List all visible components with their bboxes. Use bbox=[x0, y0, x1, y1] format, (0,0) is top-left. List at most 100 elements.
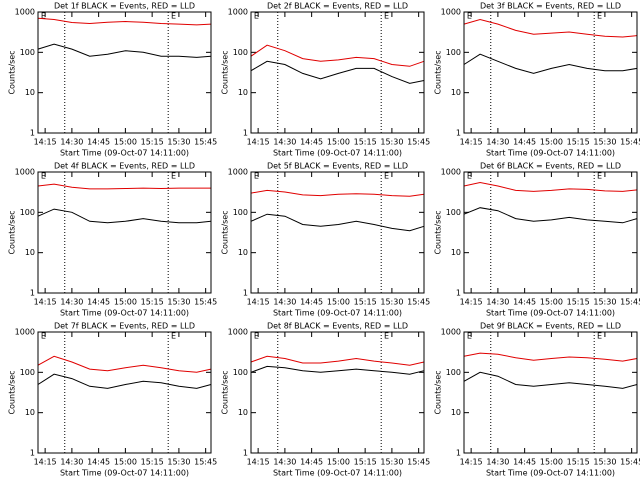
x-tick-label: 15:15 bbox=[141, 138, 164, 147]
annotation: E bbox=[41, 172, 46, 181]
annotation: E bbox=[597, 332, 602, 341]
annotation: E bbox=[171, 12, 176, 21]
panel: Det 6f BLACK = Events, RED = LLD Counts/s… bbox=[434, 162, 640, 318]
annotation: E bbox=[254, 12, 259, 21]
plot-frame bbox=[37, 171, 212, 294]
annotation: E bbox=[467, 332, 472, 341]
x-tick-label: 15:15 bbox=[141, 458, 164, 467]
y-axis-label: Counts/sec bbox=[434, 50, 443, 94]
x-tick-label: 15:45 bbox=[407, 138, 430, 147]
x-tick-label: 14:30 bbox=[273, 138, 296, 147]
plot-frame bbox=[463, 331, 638, 454]
y-tick-label: 100 bbox=[446, 368, 461, 377]
x-tick-label: 15:30 bbox=[593, 138, 616, 147]
y-tick-label: 10 bbox=[451, 408, 461, 417]
y-tick-label: 10 bbox=[25, 248, 35, 257]
y-tick-label: 1 bbox=[30, 449, 35, 458]
annotation: E bbox=[384, 332, 389, 341]
x-tick-label: 14:15 bbox=[460, 138, 483, 147]
x-tick-label: 14:45 bbox=[87, 138, 110, 147]
x-axis-label: Start Time (09-Oct-07 14:11:00) bbox=[60, 469, 189, 478]
y-axis-label: Counts/sec bbox=[434, 370, 443, 414]
annotation: E bbox=[254, 172, 259, 181]
y-tick-label: 10 bbox=[238, 408, 248, 417]
y-tick-label: 1 bbox=[243, 129, 248, 138]
annotation: E bbox=[41, 332, 46, 341]
y-axis-label: Counts/sec bbox=[221, 370, 230, 414]
x-tick-label: 14:15 bbox=[247, 458, 270, 467]
x-tick-label: 14:45 bbox=[513, 298, 536, 307]
series-line bbox=[37, 183, 211, 190]
x-tick-label: 15:15 bbox=[354, 458, 377, 467]
panel: Det 4f BLACK = Events, RED = LLD Counts/s… bbox=[8, 162, 218, 318]
x-tick-label: 15:15 bbox=[567, 138, 590, 147]
x-axis-label: Start Time (09-Oct-07 14:11:00) bbox=[486, 149, 615, 158]
series-line bbox=[463, 18, 638, 38]
y-tick-label: 100 bbox=[20, 208, 35, 217]
chart-title: Det 6f BLACK = Events, RED = LLD bbox=[480, 162, 621, 171]
x-tick-label: 14:45 bbox=[513, 458, 536, 467]
x-tick-label: 14:30 bbox=[273, 458, 296, 467]
y-tick-label: 1 bbox=[30, 289, 35, 298]
x-tick-label: 15:00 bbox=[114, 138, 137, 147]
x-tick-label: 15:30 bbox=[593, 458, 616, 467]
panel: Det 3f BLACK = Events, RED = LLD Counts/s… bbox=[434, 2, 640, 158]
x-tick-label: 15:45 bbox=[194, 138, 217, 147]
chart-title: Det 8f BLACK = Events, RED = LLD bbox=[267, 322, 408, 331]
x-tick-label: 15:15 bbox=[354, 298, 377, 307]
plot-frame bbox=[37, 331, 212, 454]
chart-title: Det 3f BLACK = Events, RED = LLD bbox=[480, 2, 621, 11]
x-tick-label: 15:00 bbox=[540, 138, 563, 147]
x-tick-label: 15:30 bbox=[380, 458, 403, 467]
x-tick-label: 14:45 bbox=[300, 138, 323, 147]
series-line bbox=[37, 17, 212, 26]
x-tick-label: 14:15 bbox=[460, 458, 483, 467]
y-axis-label: Counts/sec bbox=[8, 370, 17, 414]
y-tick-label: 100 bbox=[446, 208, 461, 217]
x-axis-label: Start Time (09-Oct-07 14:11:00) bbox=[273, 149, 402, 158]
series-line bbox=[37, 373, 212, 389]
y-tick-label: 10 bbox=[238, 88, 248, 97]
annotation: E bbox=[597, 12, 602, 21]
panel: Det 5f BLACK = Events, RED = LLD Counts/s… bbox=[221, 162, 431, 318]
x-tick-label: 15:00 bbox=[327, 298, 350, 307]
plot-frame bbox=[250, 331, 425, 454]
x-tick-label: 14:15 bbox=[34, 458, 57, 467]
x-axis-label: Start Time (09-Oct-07 14:11:00) bbox=[273, 469, 402, 478]
y-axis-label: Counts/sec bbox=[221, 210, 230, 254]
x-axis-label: Start Time (09-Oct-07 14:11:00) bbox=[486, 309, 615, 318]
x-tick-label: 15:00 bbox=[327, 458, 350, 467]
series-line bbox=[463, 207, 638, 224]
x-tick-label: 14:15 bbox=[247, 298, 270, 307]
panel: Det 9f BLACK = Events, RED = LLD Counts/s… bbox=[434, 322, 640, 478]
x-axis-label: Start Time (09-Oct-07 14:11:00) bbox=[273, 309, 402, 318]
plot-frame bbox=[37, 11, 212, 134]
x-tick-label: 14:45 bbox=[300, 298, 323, 307]
x-tick-label: 14:30 bbox=[486, 458, 509, 467]
x-tick-label: 15:30 bbox=[167, 138, 190, 147]
x-tick-label: 14:30 bbox=[60, 138, 83, 147]
x-tick-label: 15:30 bbox=[380, 138, 403, 147]
annotation: E bbox=[467, 172, 472, 181]
plot-frame bbox=[463, 171, 638, 294]
y-tick-label: 1000 bbox=[441, 328, 461, 337]
y-tick-label: 1 bbox=[456, 129, 461, 138]
series-line bbox=[250, 365, 425, 375]
y-tick-label: 10 bbox=[238, 248, 248, 257]
x-tick-label: 15:00 bbox=[114, 298, 137, 307]
y-tick-label: 10 bbox=[25, 88, 35, 97]
x-tick-label: 14:45 bbox=[87, 458, 110, 467]
y-tick-label: 1 bbox=[456, 289, 461, 298]
x-tick-label: 14:30 bbox=[273, 298, 296, 307]
x-tick-label: 14:45 bbox=[87, 298, 110, 307]
x-tick-label: 14:45 bbox=[300, 458, 323, 467]
annotation: E bbox=[171, 332, 176, 341]
y-tick-label: 100 bbox=[20, 368, 35, 377]
panel: Det 2f BLACK = Events, RED = LLD Counts/s… bbox=[221, 2, 431, 158]
x-tick-label: 15:30 bbox=[167, 298, 190, 307]
series-line bbox=[250, 189, 425, 197]
x-axis-label: Start Time (09-Oct-07 14:11:00) bbox=[60, 309, 189, 318]
x-tick-label: 14:15 bbox=[34, 298, 57, 307]
panel: Det 1f BLACK = Events, RED = LLD Counts/s… bbox=[8, 2, 218, 158]
x-tick-label: 15:30 bbox=[167, 458, 190, 467]
